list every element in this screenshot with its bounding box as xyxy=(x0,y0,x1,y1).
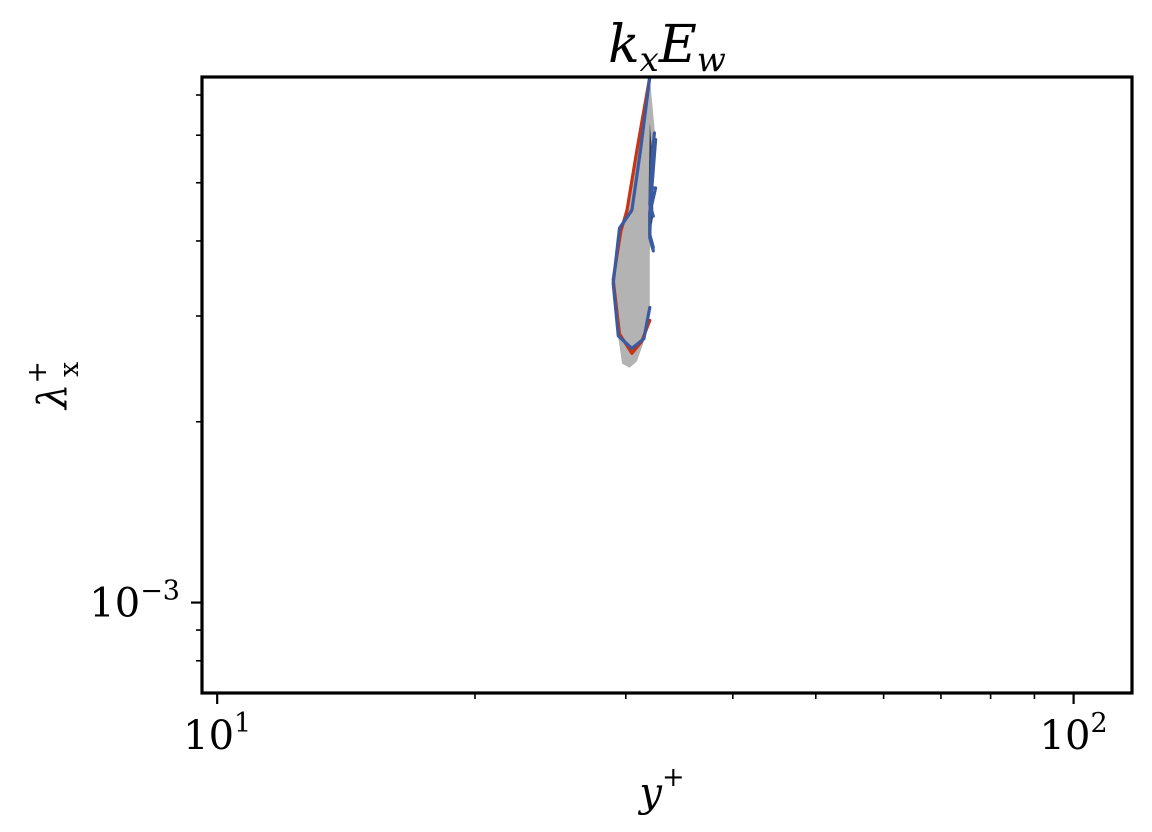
x-tick-label: 101 xyxy=(183,708,251,759)
plot-area xyxy=(611,77,658,368)
axes-frame xyxy=(200,75,1134,695)
blue-contour-line xyxy=(611,77,652,350)
axes xyxy=(191,75,1134,704)
text-labels: 101 102 10−3 kxEw y+ λ+x xyxy=(22,15,1108,816)
blue-contour-line xyxy=(648,186,658,250)
x-axis-label: y+ xyxy=(637,762,684,816)
x-tick-label: 102 xyxy=(1040,708,1108,759)
contour-filled-region xyxy=(613,77,656,368)
y-axis-label: λ+x xyxy=(22,361,85,411)
chart-title: kxEw xyxy=(608,15,726,80)
y-tick-label: 10−3 xyxy=(89,576,180,627)
